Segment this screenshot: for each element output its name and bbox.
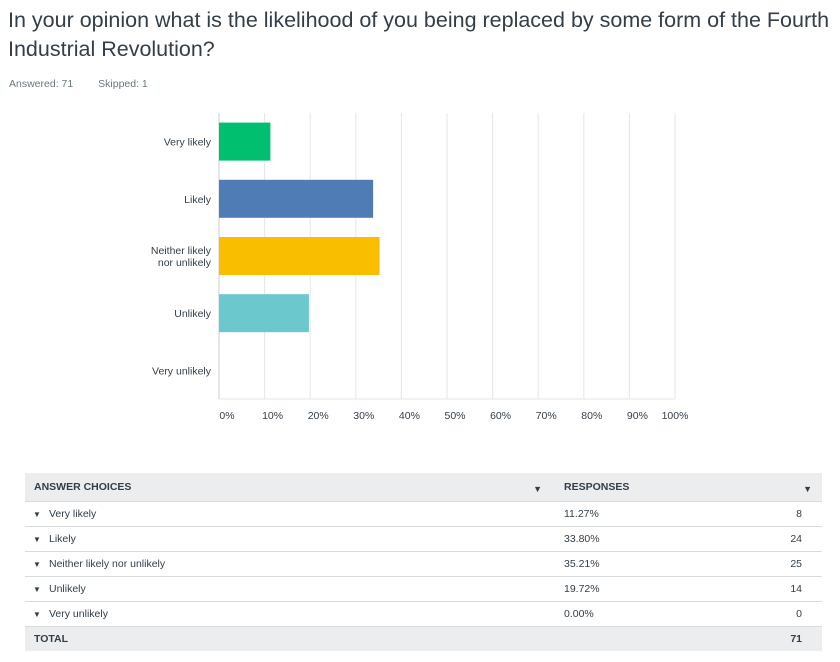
answer-choice-cell: ▼ Very unlikely (25, 601, 552, 627)
answer-choices-header[interactable]: ANSWER CHOICES ▼ (25, 473, 552, 502)
bar-likely[interactable] (219, 179, 374, 218)
response-percent: 35.21% (552, 551, 715, 577)
category-label: Very unlikely (152, 365, 212, 377)
table-header-row: ANSWER CHOICES ▼ RESPONSES ▼ (25, 473, 822, 502)
response-count: 0 (714, 601, 822, 627)
responses-header-label: RESPONSES (564, 481, 630, 493)
x-tick-label: 100% (662, 410, 689, 422)
x-tick-label: 0% (219, 410, 234, 422)
category-label: Very likely (164, 137, 212, 149)
response-stats: Answered: 71 Skipped: 1 (9, 78, 170, 90)
answer-choice-cell: ▼ Likely (25, 526, 552, 552)
sort-caret-down-icon[interactable]: ▼ (803, 484, 812, 494)
skipped-count: Skipped: 1 (98, 78, 148, 90)
expand-caret-icon[interactable]: ▼ (33, 610, 41, 619)
table-row: ▼ Likely 33.80% 24 (25, 526, 822, 552)
answer-choice-label: Likely (49, 533, 76, 545)
category-label: Neither likely (151, 245, 212, 257)
total-spacer (552, 626, 715, 651)
response-percent: 0.00% (552, 601, 715, 627)
answer-choice-label: Neither likely nor unlikely (49, 558, 166, 570)
answer-choice-label: Unlikely (49, 583, 86, 595)
answered-count: Answered: 71 (9, 78, 74, 90)
expand-caret-icon[interactable]: ▼ (33, 510, 41, 519)
responses-header[interactable]: RESPONSES ▼ (552, 473, 822, 502)
answer-choice-label: Very likely (49, 508, 97, 520)
question-title: In your opinion what is the likelihood o… (8, 8, 830, 61)
x-tick-label: 90% (627, 410, 648, 422)
x-tick-label: 10% (262, 410, 283, 422)
bar-unlikely[interactable] (219, 294, 309, 333)
expand-caret-icon[interactable]: ▼ (33, 560, 41, 569)
x-tick-label: 30% (353, 410, 374, 422)
answer-choice-cell: ▼ Neither likely nor unlikely (25, 551, 552, 577)
response-percent: 19.72% (552, 576, 715, 602)
expand-caret-icon[interactable]: ▼ (33, 535, 41, 544)
table-row: ▼ Unlikely 19.72% 14 (25, 576, 822, 602)
x-tick-label: 50% (444, 410, 465, 422)
response-count: 14 (714, 576, 822, 602)
x-tick-label: 40% (399, 410, 420, 422)
response-count: 24 (714, 526, 822, 552)
table-total-row: TOTAL 71 (25, 626, 822, 651)
x-tick-label: 70% (536, 410, 557, 422)
answer-choice-label: Very unlikely (49, 608, 108, 620)
answer-choices-table: ANSWER CHOICES ▼ RESPONSES ▼ ▼ Very likel… (25, 473, 822, 651)
response-percent: 33.80% (552, 526, 715, 552)
category-label: Unlikely (174, 308, 212, 320)
bar-neither-likely-nor-unlikely[interactable] (219, 237, 380, 275)
x-tick-label: 20% (308, 410, 329, 422)
category-label: nor unlikely (158, 257, 212, 269)
chart-bars (219, 122, 380, 333)
expand-caret-icon[interactable]: ▼ (33, 585, 41, 594)
table-row: ▼ Neither likely nor unlikely 35.21% 25 (25, 551, 822, 577)
answer-choice-cell: ▼ Very likely (25, 501, 552, 527)
response-count: 25 (714, 551, 822, 577)
answer-choices-header-label: ANSWER CHOICES (34, 481, 132, 493)
response-percent: 11.27% (552, 501, 715, 527)
table-row: ▼ Very unlikely 0.00% 0 (25, 601, 822, 627)
x-tick-label: 60% (490, 410, 511, 422)
x-tick-label: 80% (581, 410, 602, 422)
chart-x-tick-labels: 0% 10% 20% 30% 40% 50% 60% 70% 80% 90% 100% (219, 410, 688, 422)
sort-caret-down-icon[interactable]: ▼ (533, 484, 542, 494)
response-count: 8 (714, 501, 822, 527)
table-row: ▼ Very likely 11.27% 8 (25, 501, 822, 527)
bar-very-likely[interactable] (219, 122, 271, 161)
answer-choice-cell: ▼ Unlikely (25, 576, 552, 602)
total-count: 71 (714, 626, 822, 651)
total-label: TOTAL (25, 626, 552, 651)
category-label: Likely (184, 194, 212, 206)
